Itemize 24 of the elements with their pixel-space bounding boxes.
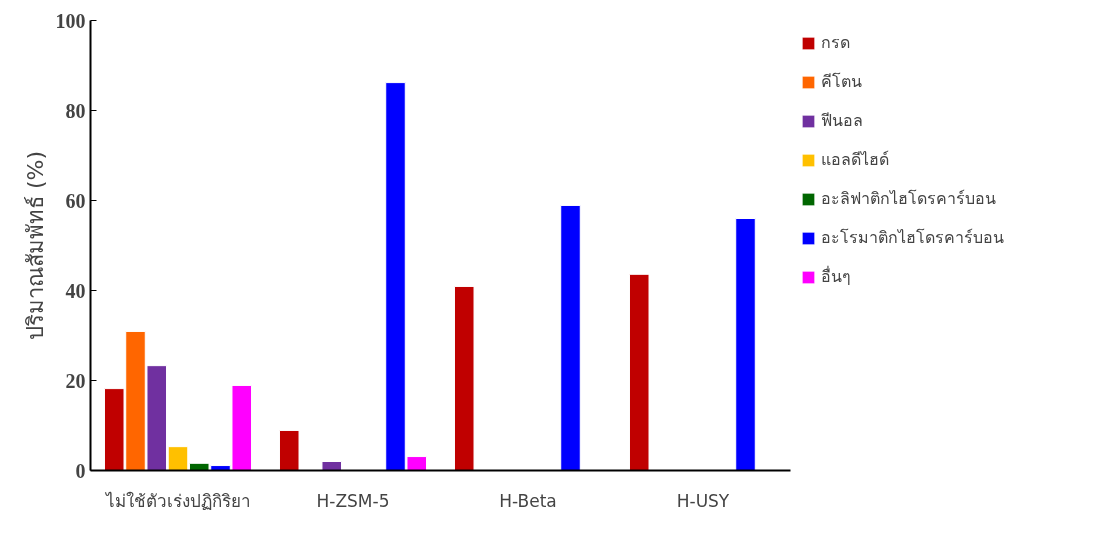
x-tick-label: H-Beta [499, 490, 557, 511]
x-tick-label: H-ZSM-5 [316, 490, 390, 511]
bar [321, 461, 343, 471]
bar [453, 285, 475, 471]
legend-label: อะโรมาติกไฮโดรคาร์บอน [821, 227, 1004, 249]
bar [735, 218, 756, 471]
y-tick-label: 0 [75, 459, 86, 482]
bar [278, 429, 300, 471]
bar [628, 273, 650, 471]
x-tick-label: H-USY [676, 490, 730, 511]
y-axis-title: ปริมาณสัมพัทธ์ (%) [22, 150, 48, 341]
y-tick-label: 80 [65, 99, 86, 122]
y-tick-label: 20 [65, 369, 86, 392]
y-tick-label: 100 [55, 9, 86, 32]
legend-label: อื่นๆ [821, 265, 851, 288]
x-tick-label: ไม่ใช้ตัวเร่งปฏิกิริยา [103, 490, 251, 511]
legend-label: อะลิฟาติกไฮโดรคาร์บอน [821, 188, 996, 210]
legend-label: คีโตน [821, 71, 862, 93]
y-tick-label: 60 [65, 189, 86, 212]
legend-label: แอลดีไฮด์ [821, 149, 889, 171]
y-tick-label: 40 [65, 279, 86, 302]
legend-label: กรด [821, 32, 850, 54]
bar [560, 204, 581, 471]
legend-label: ฟีนอล [821, 110, 863, 132]
